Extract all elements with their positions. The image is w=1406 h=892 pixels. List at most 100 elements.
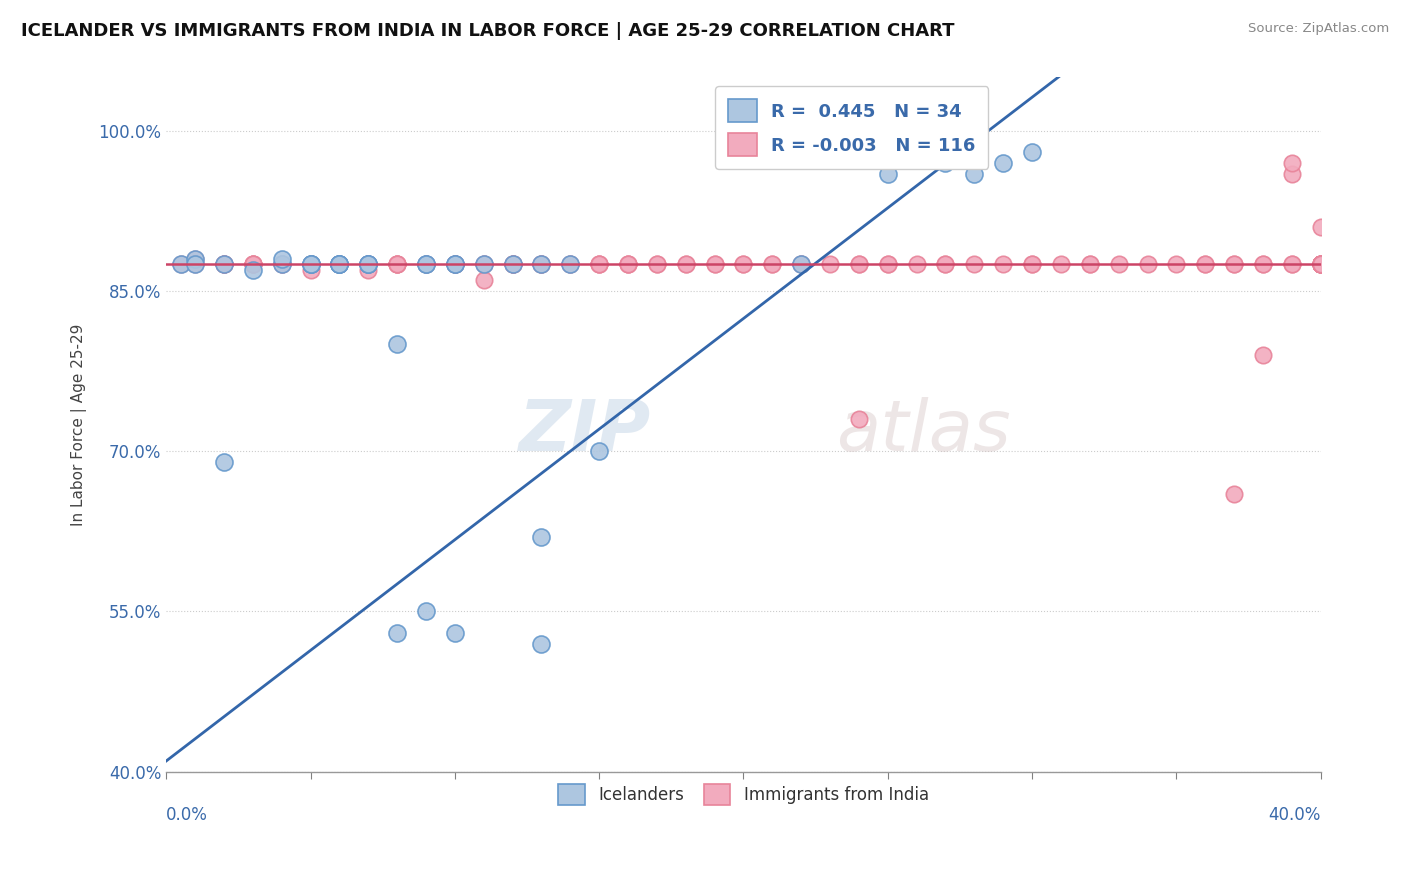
Point xyxy=(530,257,553,271)
Point xyxy=(443,257,465,271)
Point xyxy=(357,262,380,277)
Point xyxy=(1021,145,1043,160)
Point xyxy=(1309,257,1331,271)
Point xyxy=(1309,257,1331,271)
Point xyxy=(1166,257,1188,271)
Point xyxy=(415,257,437,271)
Point xyxy=(1281,257,1303,271)
Point xyxy=(443,257,465,271)
Point xyxy=(1309,257,1331,271)
Legend: Icelanders, Immigrants from India: Icelanders, Immigrants from India xyxy=(551,777,935,812)
Point xyxy=(617,257,640,271)
Point xyxy=(212,455,235,469)
Text: 0.0%: 0.0% xyxy=(166,805,208,824)
Point xyxy=(530,530,553,544)
Point xyxy=(1309,257,1331,271)
Point xyxy=(703,257,725,271)
Point xyxy=(385,257,408,271)
Point xyxy=(328,257,350,271)
Point xyxy=(270,252,292,266)
Point xyxy=(443,625,465,640)
Point xyxy=(733,257,755,271)
Point xyxy=(848,412,870,426)
Point xyxy=(415,257,437,271)
Point xyxy=(560,257,582,271)
Point xyxy=(472,257,495,271)
Point xyxy=(790,257,813,271)
Point xyxy=(934,156,956,170)
Point xyxy=(876,257,898,271)
Point xyxy=(1309,257,1331,271)
Point xyxy=(1309,257,1331,271)
Point xyxy=(502,257,524,271)
Point xyxy=(1309,257,1331,271)
Point xyxy=(848,257,870,271)
Point xyxy=(502,257,524,271)
Point xyxy=(1078,257,1101,271)
Point xyxy=(1281,156,1303,170)
Point xyxy=(299,257,322,271)
Point xyxy=(963,167,986,181)
Point xyxy=(1309,257,1331,271)
Point xyxy=(212,257,235,271)
Point xyxy=(790,257,813,271)
Point xyxy=(1050,257,1073,271)
Point xyxy=(328,257,350,271)
Point xyxy=(1309,257,1331,271)
Point xyxy=(415,604,437,618)
Point xyxy=(560,257,582,271)
Point xyxy=(184,257,207,271)
Point xyxy=(472,257,495,271)
Point xyxy=(1309,257,1331,271)
Point xyxy=(1021,257,1043,271)
Point xyxy=(645,257,668,271)
Point xyxy=(357,257,380,271)
Point xyxy=(299,262,322,277)
Point xyxy=(242,257,264,271)
Point xyxy=(560,257,582,271)
Point xyxy=(1251,257,1274,271)
Point xyxy=(299,257,322,271)
Point xyxy=(1309,257,1331,271)
Point xyxy=(357,257,380,271)
Point xyxy=(1108,257,1130,271)
Point xyxy=(169,257,191,271)
Point xyxy=(588,257,610,271)
Point xyxy=(993,257,1015,271)
Point xyxy=(675,257,697,271)
Point xyxy=(1309,257,1331,271)
Point xyxy=(415,257,437,271)
Point xyxy=(905,257,928,271)
Point xyxy=(1021,257,1043,271)
Point xyxy=(299,257,322,271)
Point xyxy=(1309,257,1331,271)
Point xyxy=(848,257,870,271)
Point xyxy=(443,257,465,271)
Point xyxy=(299,257,322,271)
Point xyxy=(1194,257,1216,271)
Point xyxy=(1251,257,1274,271)
Point xyxy=(1223,487,1246,501)
Point xyxy=(530,636,553,650)
Point xyxy=(1281,167,1303,181)
Point xyxy=(242,257,264,271)
Point xyxy=(963,257,986,271)
Point xyxy=(385,337,408,351)
Point xyxy=(761,257,783,271)
Point xyxy=(993,156,1015,170)
Point xyxy=(1309,257,1331,271)
Point xyxy=(733,257,755,271)
Point xyxy=(299,257,322,271)
Point xyxy=(385,257,408,271)
Point xyxy=(328,257,350,271)
Point xyxy=(1251,348,1274,362)
Point xyxy=(385,257,408,271)
Point xyxy=(502,257,524,271)
Text: ICELANDER VS IMMIGRANTS FROM INDIA IN LABOR FORCE | AGE 25-29 CORRELATION CHART: ICELANDER VS IMMIGRANTS FROM INDIA IN LA… xyxy=(21,22,955,40)
Point xyxy=(385,257,408,271)
Point xyxy=(443,257,465,271)
Point xyxy=(530,257,553,271)
Point xyxy=(1309,257,1331,271)
Point xyxy=(184,252,207,266)
Point xyxy=(1281,257,1303,271)
